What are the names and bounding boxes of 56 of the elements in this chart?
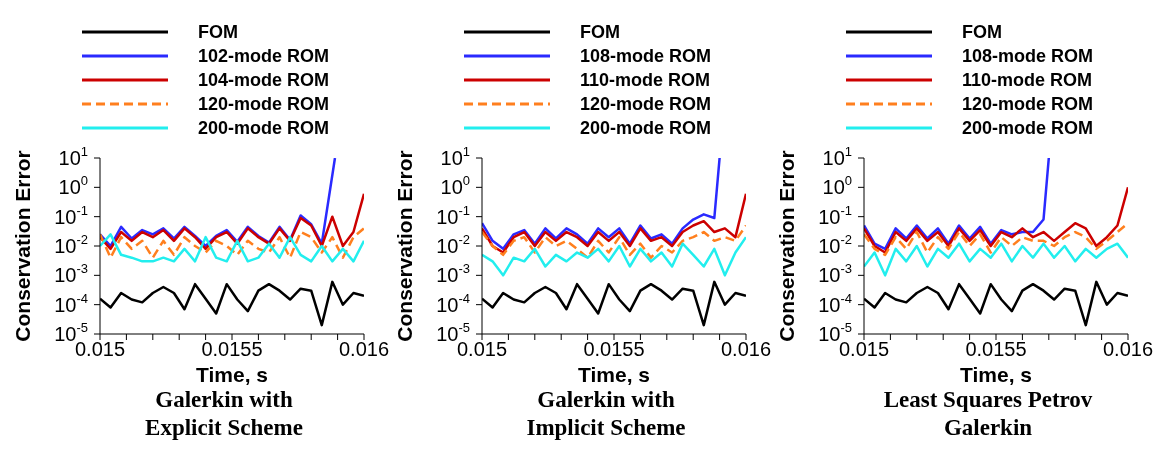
y-tick-label: 10$^{0}$ <box>58 173 88 199</box>
x-tick-label: 0.016 <box>1102 338 1154 361</box>
x-tick-label: 0.0155 <box>201 338 263 361</box>
line-series <box>864 186 1128 254</box>
text: Least Squares Petrov Galerkin <box>882 386 1094 442</box>
y-tick-label: 10$^{-4}$ <box>436 290 470 316</box>
y-tick-label: 10$^{-1}$ <box>818 202 852 228</box>
legend-label: 200-mode ROM <box>962 117 1094 139</box>
legend-label: 200-mode ROM <box>580 117 712 139</box>
x-tick-label: 0.016 <box>720 338 772 361</box>
y-tick-label: 10$^{-2}$ <box>436 231 470 257</box>
line-series <box>100 233 364 263</box>
legend-label: FOM <box>580 21 620 43</box>
y-tick-label: 10$^{-2}$ <box>54 231 88 257</box>
legend-label: FOM <box>198 21 238 43</box>
x-axis-title: Time, s <box>196 363 268 386</box>
y-tick-label: 10$^{-4}$ <box>818 290 852 316</box>
legend-label: 104-mode ROM <box>198 69 330 91</box>
legend-label: 120-mode ROM <box>962 93 1094 115</box>
y-tick-label: 10$^{-1}$ <box>54 202 88 228</box>
y-tick-label: 10$^{1}$ <box>822 143 852 169</box>
x-tick-label: 0.0155 <box>965 338 1027 361</box>
line-series <box>864 242 1128 277</box>
y-tick-label: 10$^{-2}$ <box>818 231 852 257</box>
y-axis-title: Conservation Error <box>774 150 798 342</box>
text: Galerkin with Explicit Scheme <box>144 386 304 442</box>
y-tick-label: 10$^{0}$ <box>440 173 470 199</box>
legend-label: 108-mode ROM <box>580 45 712 67</box>
legend-label: 102-mode ROM <box>198 45 330 67</box>
legend-label: 120-mode ROM <box>580 93 712 115</box>
y-tick-label: 10$^{0}$ <box>822 173 852 199</box>
y-tick-label: 10$^{-3}$ <box>436 261 470 287</box>
y-axis-title: Conservation Error <box>392 150 416 342</box>
y-tick-label: 10$^{-4}$ <box>54 290 88 316</box>
line-series <box>482 235 746 277</box>
legend-label: FOM <box>962 21 1002 43</box>
x-tick-label: 0.016 <box>338 338 390 361</box>
y-tick-label: 10$^{-1}$ <box>436 202 470 228</box>
legend-label: 110-mode ROM <box>580 69 711 91</box>
line-series <box>482 224 746 259</box>
legend-label: 120-mode ROM <box>198 93 330 115</box>
legend-label: 110-mode ROM <box>962 69 1093 91</box>
text: Galerkin with Implicit Scheme <box>525 386 687 442</box>
x-axis-title: Time, s <box>578 363 650 386</box>
y-tick-label: 10$^{-3}$ <box>818 261 852 287</box>
line-series <box>100 227 364 259</box>
y-axis-title: Conservation Error <box>10 150 34 342</box>
y-tick-label: 10$^{-3}$ <box>54 261 88 287</box>
legend-label: 108-mode ROM <box>962 45 1094 67</box>
x-axis-title: Time, s <box>960 363 1032 386</box>
legend-label: 200-mode ROM <box>198 117 330 139</box>
y-tick-label: 10$^{1}$ <box>58 143 88 169</box>
x-tick-label: 0.0155 <box>583 338 645 361</box>
y-tick-label: 10$^{1}$ <box>440 143 470 169</box>
line-series <box>482 192 746 254</box>
line-series <box>482 158 721 251</box>
